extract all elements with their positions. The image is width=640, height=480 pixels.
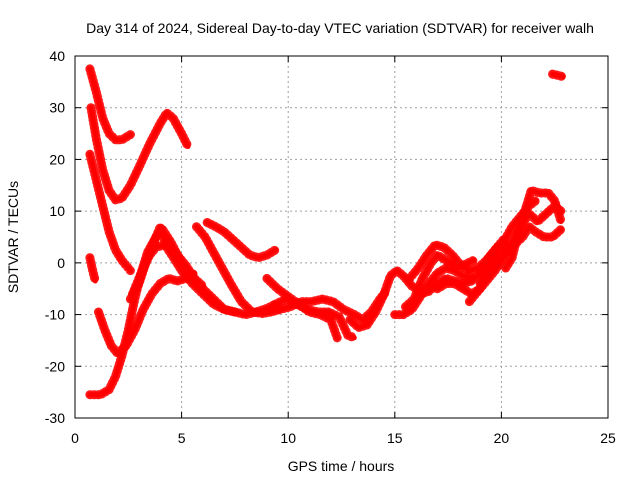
trace-markers-arc-23: [548, 69, 568, 82]
y-axis-label: SDTVAR / TECUs: [5, 181, 21, 293]
y-tick-label: -10: [45, 307, 65, 323]
y-tick-label: 20: [49, 151, 65, 167]
trace-markers-arc-8: [128, 240, 208, 299]
trace-markers-arc-1: [85, 64, 135, 145]
trace-markers-arc-21: [475, 222, 566, 288]
y-tick-label: 30: [49, 100, 65, 116]
y-tick-label: 40: [49, 48, 65, 64]
x-tick-label: 25: [600, 430, 616, 446]
y-tick-label: -30: [45, 410, 65, 426]
x-axis-label: GPS time / hours: [288, 458, 395, 474]
chart-title: Day 314 of 2024, Sidereal Day-to-day VTE…: [86, 20, 594, 36]
y-tick-label: 10: [49, 203, 65, 219]
trace-markers-arc-4: [85, 253, 100, 286]
x-tick-label: 20: [494, 430, 510, 446]
trace-markers-arc-10: [202, 218, 280, 263]
data-traces: [85, 64, 568, 400]
trace-markers-arc-12: [270, 294, 359, 343]
x-tick-label: 10: [280, 430, 296, 446]
trace-markers-arc-15: [390, 263, 479, 320]
trace-markers-arc-2: [86, 103, 193, 205]
plot-frame: [74, 55, 609, 419]
y-tick-label: 0: [57, 255, 65, 271]
trace-markers-arc-6: [94, 268, 199, 358]
x-axis-ticks: 0 5 10 15 20 25: [71, 56, 616, 446]
y-tick-label: -20: [45, 358, 65, 374]
x-tick-label: 5: [178, 430, 186, 446]
x-tick-label: 15: [387, 430, 403, 446]
y-axis-ticks: -30 -20 -10 0 10 20 30 40: [45, 48, 608, 426]
x-tick-label: 0: [71, 430, 79, 446]
trace-markers-arc-9: [192, 222, 285, 318]
trace-markers-arc-3: [85, 149, 135, 276]
trace-markers-arc-22: [501, 186, 566, 273]
